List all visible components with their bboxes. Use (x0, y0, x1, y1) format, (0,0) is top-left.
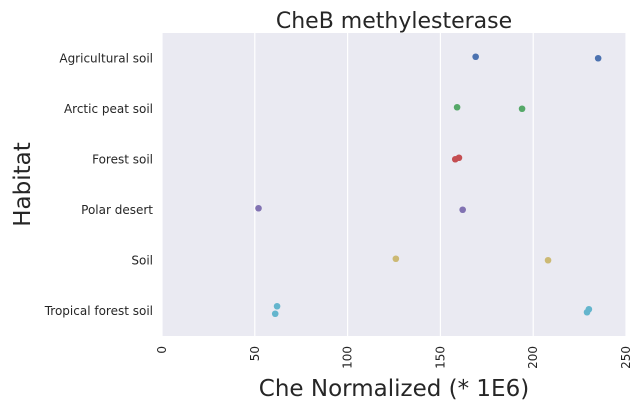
x-tick-labels: 0 50 100 150 200 250 (155, 346, 633, 369)
data-point (273, 302, 281, 310)
y-tick-label: Soil (131, 253, 153, 267)
y-tick-label: Arctic peat soil (64, 102, 153, 116)
x-tick-label: 200 (526, 346, 540, 369)
data-point (271, 310, 279, 318)
x-tick-label: 250 (619, 346, 633, 369)
x-tick-label: 0 (155, 346, 169, 354)
x-tick-label: 50 (248, 346, 262, 361)
data-point (518, 105, 526, 113)
data-point (544, 256, 552, 264)
x-tick-label: 150 (433, 346, 447, 369)
x-axis-label: Che Normalized (* 1E6) (259, 376, 529, 402)
plot-area (162, 33, 626, 336)
y-tick-label: Tropical forest soil (44, 304, 153, 318)
data-point (594, 54, 602, 62)
data-point (583, 308, 591, 316)
y-tick-labels: Agricultural soil Arctic peat soil Forest … (44, 51, 154, 318)
data-point (472, 53, 479, 61)
y-tick-label: Polar desert (81, 203, 153, 217)
data-point (453, 103, 461, 111)
y-axis-label: Habitat (10, 142, 36, 227)
data-point (392, 255, 400, 263)
data-point (255, 204, 262, 212)
data-point (459, 206, 466, 214)
y-tick-label: Forest soil (92, 152, 153, 166)
data-points (255, 53, 602, 318)
y-tick-label: Agricultural soil (59, 51, 153, 65)
chart-title: CheB methylesterase (276, 9, 512, 34)
gridlines (161, 33, 627, 336)
x-tick-label: 100 (341, 346, 355, 369)
data-point (451, 155, 459, 163)
